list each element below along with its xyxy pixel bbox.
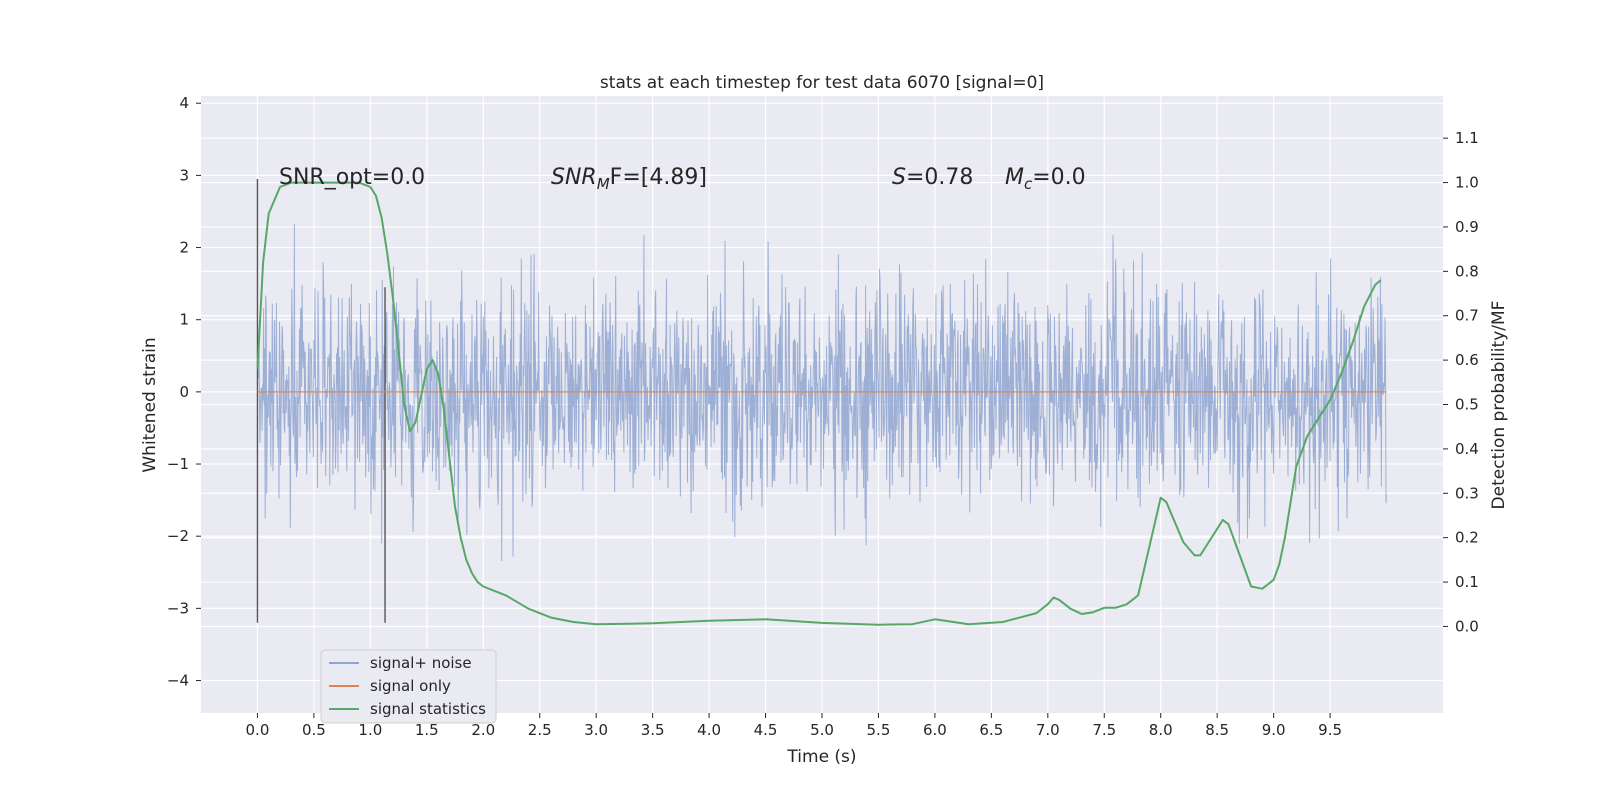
y-tick-label-1: 3 [179, 166, 189, 184]
annotation-snr-mf: SNRMF=[4.89] [551, 165, 707, 193]
legend-label-signal-statistics: signal statistics [370, 700, 486, 718]
y2-tick-label-9: 0.2 [1455, 529, 1479, 547]
x-tick-label-9: 4.5 [754, 721, 778, 739]
y2-tick-label-1: 1.0 [1455, 174, 1479, 192]
legend-box [320, 649, 497, 724]
y2-tick-label-0: 1.1 [1455, 129, 1479, 147]
mc-value: =0.0 [1032, 165, 1085, 190]
noise-series [257, 223, 1387, 562]
y-tick-label-8: −4 [167, 672, 189, 690]
y-tick-label-5: −1 [167, 455, 189, 473]
y2-tick-label-4: 0.7 [1455, 307, 1479, 325]
x-tick-label-7: 3.5 [641, 721, 665, 739]
x-tick-label-18: 9.0 [1262, 721, 1286, 739]
x-tick-label-8: 4.0 [697, 721, 721, 739]
y-tick-label-4: 0 [179, 383, 189, 401]
y2-tick-label-6: 0.5 [1455, 396, 1479, 414]
y-tick-label-7: −3 [167, 599, 189, 617]
snr-mf-value: F=[4.89] [610, 165, 707, 190]
x-axis-ticks: 0.0 0.5 1.0 1.5 2.0 2.5 3.0 3.5 4.0 4.5 5.0 5.5 6.0 6… [246, 713, 1342, 739]
signal-statistics-series [256, 181, 1382, 626]
y2-tick-label-3: 0.8 [1455, 262, 1479, 280]
x-tick-label-11: 5.5 [867, 721, 891, 739]
x-tick-label-2: 1.0 [358, 721, 382, 739]
x-tick-label-13: 6.5 [979, 721, 1003, 739]
x-tick-label-10: 5.0 [810, 721, 834, 739]
y2-tick-label-5: 0.6 [1455, 351, 1479, 369]
vertical-markers [256, 178, 386, 623]
y2-axis-ticks: 1.1 1.0 0.9 0.8 0.7 0.6 0.5 0.4 0.3 0.2 0.1 0.0 [1443, 129, 1479, 635]
x-tick-label-16: 8.0 [1149, 721, 1173, 739]
snr-mf-subscript: M [597, 175, 610, 193]
y2-tick-label-2: 0.9 [1455, 218, 1479, 236]
x-tick-label-12: 6.0 [923, 721, 947, 739]
y-tick-label-6: −2 [167, 527, 189, 545]
y2-tick-label-8: 0.3 [1455, 484, 1479, 502]
y-axis-label: Whitened strain [140, 337, 160, 472]
y2-tick-label-10: 0.1 [1455, 573, 1479, 591]
signal-noise-line [257, 223, 1387, 562]
s-label: S [892, 165, 906, 190]
x-axis-label: Time (s) [786, 747, 856, 767]
chart-title: stats at each timestep for test data 607… [600, 73, 1044, 93]
y-tick-label-0: 4 [179, 94, 189, 112]
y-tick-label-2: 2 [179, 239, 189, 257]
signal-statistics-line [256, 181, 1382, 626]
x-tick-label-4: 2.0 [471, 721, 495, 739]
y2-axis-label: Detection probability/MF [1489, 301, 1509, 510]
legend-label-signal-noise: signal+ noise [370, 654, 472, 672]
snr-mf-label: SNR [551, 165, 597, 190]
x-tick-label-1: 0.5 [302, 721, 326, 739]
mc-subscript: c [1024, 175, 1033, 193]
x-tick-label-3: 1.5 [415, 721, 439, 739]
x-tick-label-5: 2.5 [528, 721, 552, 739]
annotation-mc: Mc=0.0 [1005, 165, 1086, 193]
y-axis-ticks: 4 3 2 1 0 −1 −2 −3 −4 [167, 94, 201, 690]
legend: signal+ noise signal only signal statist… [320, 649, 497, 724]
y2-tick-label-7: 0.4 [1455, 440, 1479, 458]
x-tick-label-0: 0.0 [246, 721, 270, 739]
x-tick-label-14: 7.0 [1036, 721, 1060, 739]
annotation-snr-opt: SNR_opt=0.0 [279, 165, 425, 190]
y-tick-label-3: 1 [179, 311, 189, 329]
x-tick-label-15: 7.5 [1092, 721, 1116, 739]
x-tick-label-6: 3.0 [584, 721, 608, 739]
y2-tick-label-11: 0.0 [1455, 617, 1479, 635]
annotation-s: S=0.78 [892, 165, 973, 190]
x-tick-label-19: 9.5 [1318, 721, 1342, 739]
legend-label-signal-only: signal only [370, 677, 451, 695]
mc-label: M [1005, 165, 1024, 190]
s-value: =0.78 [906, 165, 973, 190]
x-tick-label-17: 8.5 [1205, 721, 1229, 739]
